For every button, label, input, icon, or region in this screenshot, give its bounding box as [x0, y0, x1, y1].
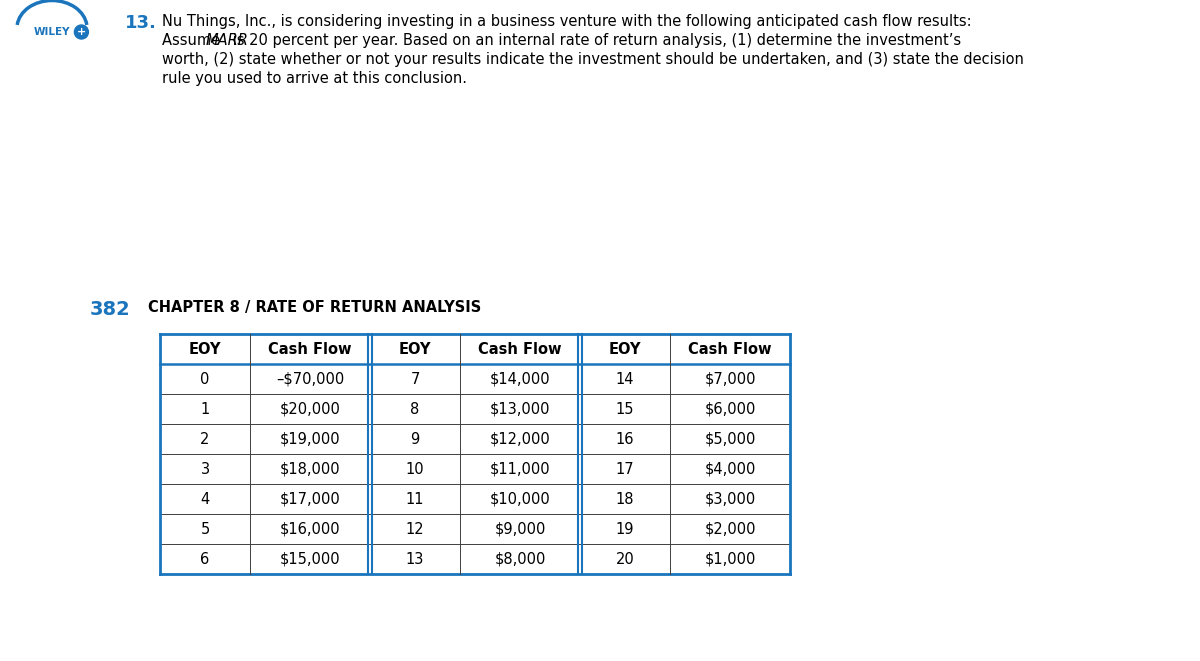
Text: 4: 4	[200, 492, 210, 507]
Text: 13: 13	[406, 552, 424, 566]
Text: $8,000: $8,000	[494, 552, 546, 566]
Text: WILEY: WILEY	[34, 27, 71, 37]
Text: $14,000: $14,000	[490, 371, 551, 387]
Text: 13.: 13.	[125, 14, 157, 32]
Text: is 20 percent per year. Based on an internal rate of return analysis, (1) determ: is 20 percent per year. Based on an inte…	[228, 33, 961, 48]
Text: 1: 1	[200, 402, 210, 416]
Bar	[160, 334, 790, 574]
Text: CHAPTER 8 / RATE OF RETURN ANALYSIS: CHAPTER 8 / RATE OF RETURN ANALYSIS	[148, 300, 481, 315]
Text: 17: 17	[616, 462, 635, 477]
Text: 15: 15	[616, 402, 635, 416]
Text: $17,000: $17,000	[280, 492, 341, 507]
Text: $16,000: $16,000	[280, 522, 341, 537]
Text: –$70,000: –$70,000	[276, 371, 344, 387]
Text: EOY: EOY	[188, 342, 221, 357]
Circle shape	[74, 25, 89, 39]
Text: EOY: EOY	[398, 342, 431, 357]
Text: $6,000: $6,000	[704, 402, 756, 416]
Text: 10: 10	[406, 462, 425, 477]
Text: $1,000: $1,000	[704, 552, 756, 566]
Text: $15,000: $15,000	[280, 552, 341, 566]
Text: Assume: Assume	[162, 33, 224, 48]
Text: $10,000: $10,000	[490, 492, 551, 507]
Text: $12,000: $12,000	[490, 432, 551, 447]
Text: 2: 2	[200, 432, 210, 447]
Text: 9: 9	[410, 432, 420, 447]
Text: $2,000: $2,000	[704, 522, 756, 537]
Text: 12: 12	[406, 522, 425, 537]
Text: 6: 6	[200, 552, 210, 566]
Text: 3: 3	[200, 462, 210, 477]
Text: 11: 11	[406, 492, 425, 507]
Text: 382: 382	[90, 300, 131, 319]
Text: 19: 19	[616, 522, 635, 537]
Text: 0: 0	[200, 371, 210, 387]
Text: 7: 7	[410, 371, 420, 387]
Text: +: +	[77, 27, 86, 37]
Text: Cash Flow: Cash Flow	[479, 342, 562, 357]
Text: $7,000: $7,000	[704, 371, 756, 387]
Text: 8: 8	[410, 402, 420, 416]
Text: $19,000: $19,000	[280, 432, 341, 447]
Text: Nu Things, Inc., is considering investing in a business venture with the followi: Nu Things, Inc., is considering investin…	[162, 14, 972, 29]
Text: worth, (2) state whether or not your results indicate the investment should be u: worth, (2) state whether or not your res…	[162, 52, 1024, 67]
Text: EOY: EOY	[608, 342, 641, 357]
Text: $3,000: $3,000	[704, 492, 756, 507]
Text: $11,000: $11,000	[490, 462, 551, 477]
Text: 20: 20	[616, 552, 635, 566]
Text: Cash Flow: Cash Flow	[689, 342, 772, 357]
Text: $5,000: $5,000	[704, 432, 756, 447]
Text: $9,000: $9,000	[494, 522, 546, 537]
Text: $13,000: $13,000	[490, 402, 551, 416]
Text: 16: 16	[616, 432, 635, 447]
Text: 18: 18	[616, 492, 635, 507]
Text: $18,000: $18,000	[280, 462, 341, 477]
Text: 5: 5	[200, 522, 210, 537]
Text: MARR: MARR	[206, 33, 248, 48]
Text: rule you used to arrive at this conclusion.: rule you used to arrive at this conclusi…	[162, 71, 467, 86]
Text: Cash Flow: Cash Flow	[269, 342, 352, 357]
Text: $4,000: $4,000	[704, 462, 756, 477]
Text: 14: 14	[616, 371, 635, 387]
Text: $20,000: $20,000	[280, 402, 341, 416]
